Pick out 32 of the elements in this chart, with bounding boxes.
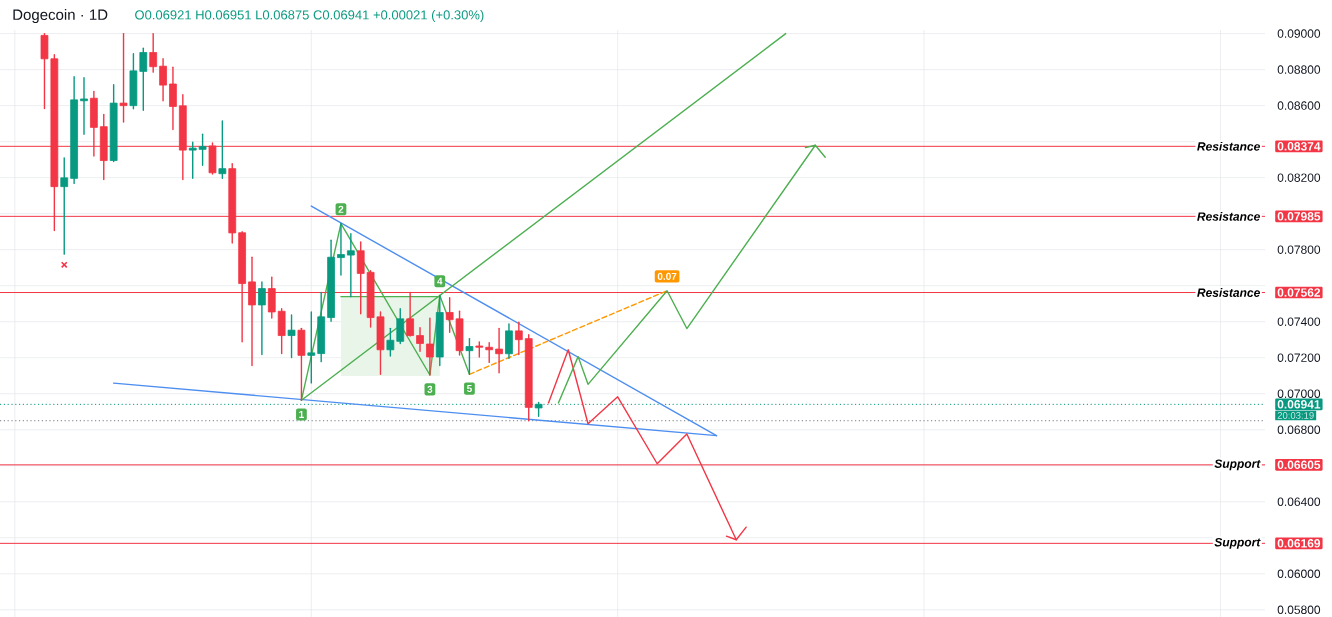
annotation: 4 [437,277,443,285]
text: 20:03:19 [1277,412,1314,419]
y-tick-label: 0.07200 [1277,353,1321,362]
chart-title: Dogecoin · 1D [13,9,108,23]
y-tick-label: 0.06605 [1277,460,1321,470]
y-tick-label: 0.06800 [1277,425,1321,434]
annotation: 0.07 [657,272,677,280]
y-tick-label: 0.09000 [1277,29,1321,38]
chart-subtitle: O0.06921 H0.06951 L0.06875 C0.06941 +0.00021 (+0.30%) [135,9,484,23]
annotation: 3 [427,385,433,393]
ref-line-label: Resistance [1197,288,1260,297]
y-tick-label: 0.08200 [1277,173,1321,182]
y-tick-label: 0.06400 [1277,497,1321,507]
ref-line-label: Resistance [1197,211,1260,221]
ref-line-label: Support [1214,537,1261,549]
annotation: 5 [466,385,472,393]
y-tick-label: 0.06000 [1277,569,1321,579]
ref-line-label: Resistance [1197,141,1260,151]
y-tick-label: 0.07562 [1277,288,1321,297]
y-tick-label: 0.07000 [1277,389,1321,398]
y-tick-label: 0.08374 [1277,142,1321,151]
y-tick-label: 0.07985 [1277,212,1321,221]
y-tick-label: 0.06941 [1277,400,1321,409]
y-tick-label: 0.05800 [1277,605,1321,615]
y-tick-label: 0.07400 [1277,317,1321,326]
y-tick-label: 0.08600 [1277,101,1321,110]
y-tick-label: 0.08800 [1277,65,1321,74]
annotation: 2 [338,205,344,213]
y-tick-label: 0.07800 [1277,245,1321,254]
y-tick-label: 0.06169 [1277,539,1321,548]
ref-line-label: Support [1214,459,1261,471]
annotation: 1 [299,411,304,418]
